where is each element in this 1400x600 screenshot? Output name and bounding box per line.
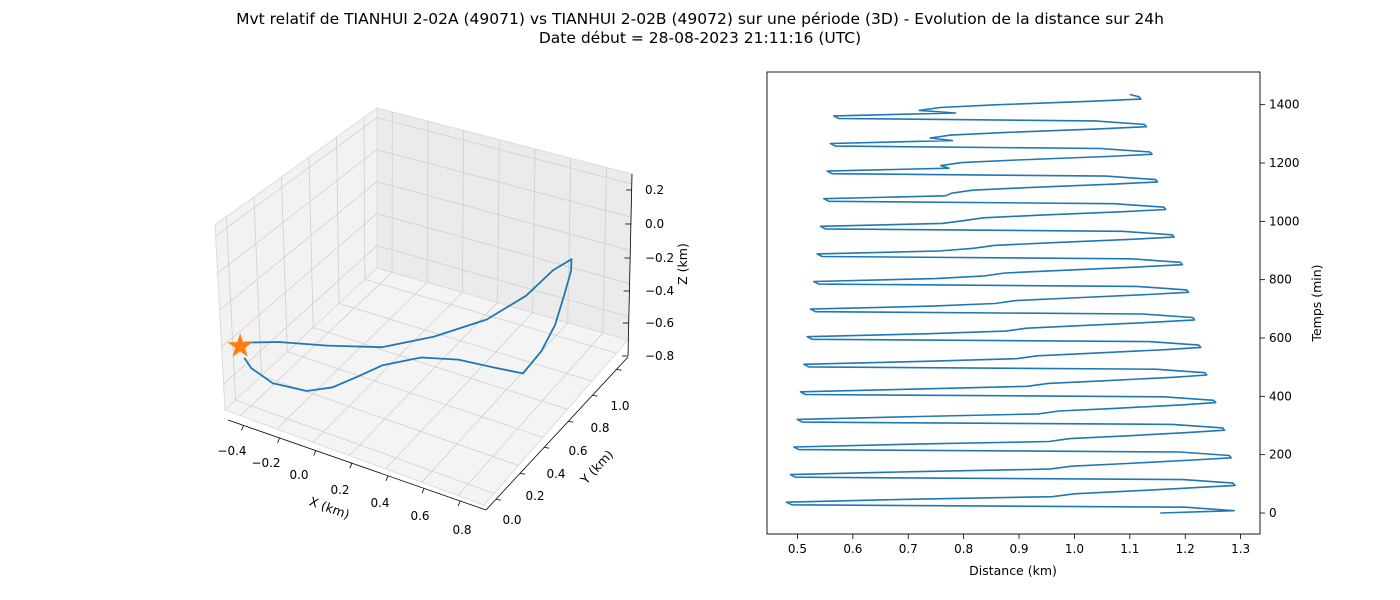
x-tick (349, 463, 353, 469)
series-distance-line (785, 93, 1236, 514)
y-tick-label: 0 (1269, 506, 1277, 520)
y-tick (568, 420, 574, 423)
y-tick (495, 498, 502, 501)
figure-subtitle: Date début = 28-08-2023 21:11:16 (UTC) (538, 29, 862, 47)
series-trajectory-3d (243, 258, 573, 392)
x-tick-label: 1.3 (1231, 542, 1250, 556)
x-tick-label: 1.2 (1176, 542, 1195, 556)
y-tick-label: 1.0 (610, 399, 629, 413)
x-tick-label: 0.9 (1009, 542, 1028, 556)
y-tick (616, 368, 622, 371)
x-axis-label: X (km) (307, 494, 351, 522)
z-tick-label: 0.2 (645, 183, 664, 197)
x-tick-label: 0.8 (954, 542, 973, 556)
y-tick-label: 400 (1269, 389, 1292, 403)
z-tick-label: −0.2 (645, 251, 674, 265)
x-tick-label: 0.7 (899, 542, 918, 556)
x-tick (313, 450, 317, 456)
y-tick (520, 472, 526, 475)
x-axis-label: Distance (km) (969, 563, 1057, 578)
y-tick-label: 800 (1269, 273, 1292, 287)
y-tick-label: 0.4 (546, 467, 565, 481)
x-tick-label: 0.6 (843, 542, 862, 556)
z-tick-label: −0.4 (645, 284, 674, 298)
distance-time-plot: 0.5 0.6 0.7 0.8 0.9 1.0 1.1 1.2 1.3 0 200 400 600 800… (766, 71, 1324, 578)
x-tick (385, 475, 389, 481)
y-tick-label: 0.6 (568, 444, 587, 458)
x-tick (421, 488, 425, 494)
y-axis-label: Temps (min) (1309, 264, 1324, 342)
y-tick-label: 0.8 (590, 421, 609, 435)
y-tick-label: 0.2 (525, 489, 544, 503)
x-tick-label: 0.0 (289, 468, 308, 482)
z-axis-label: Z (km) (675, 243, 690, 285)
x-tick (241, 425, 244, 431)
z-tick-label: −0.8 (645, 349, 674, 363)
trajectory-3d-plot: −0.4−0.20.00.20.40.60.80.00.20.40.60.81.… (214, 107, 690, 537)
z-tick-label: 0.0 (645, 217, 664, 231)
y-tick-label: 1000 (1269, 214, 1300, 228)
y-tick-label: 1200 (1269, 156, 1300, 170)
plot-frame (766, 71, 1261, 535)
x-tick (277, 437, 280, 444)
x-tick-label: 1.1 (1120, 542, 1139, 556)
y-tick (592, 394, 598, 397)
y-tick-label: 600 (1269, 331, 1292, 345)
x-tick (457, 500, 461, 507)
x-axis-line (227, 419, 487, 511)
y-axis-line (485, 356, 629, 511)
x-tick-label: 0.6 (410, 509, 429, 523)
x-tick-label: 0.4 (370, 496, 389, 510)
start-position-marker (227, 333, 253, 357)
x-tick-label: 0.2 (330, 483, 349, 497)
x-tick-label: 0.8 (452, 523, 471, 537)
x-tick-label: −0.2 (251, 456, 280, 470)
x-tick-label: −0.4 (217, 444, 246, 458)
figure-title: Mvt relatif de TIANHUI 2-02A (49071) vs … (236, 10, 1164, 28)
y-tick-label: 200 (1269, 448, 1292, 462)
z-axis-line (627, 173, 633, 357)
y-tick (544, 446, 550, 449)
x-tick-label: 0.5 (788, 542, 807, 556)
y-tick-label: 0.0 (502, 513, 521, 527)
x-tick-label: 1.0 (1065, 542, 1084, 556)
plot-area (767, 72, 1260, 534)
z-tick-label: −0.6 (645, 316, 674, 330)
y-tick-label: 1400 (1269, 98, 1300, 112)
